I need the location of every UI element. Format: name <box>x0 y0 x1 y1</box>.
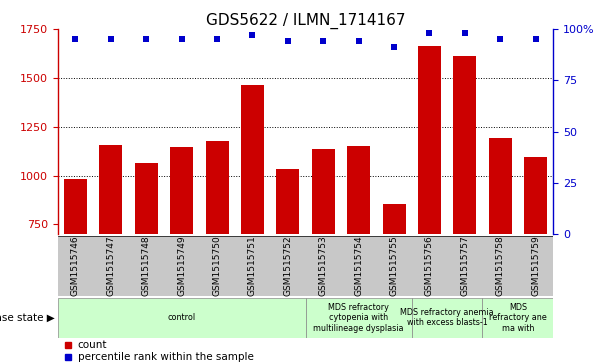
Text: GSM1515753: GSM1515753 <box>319 236 328 296</box>
Bar <box>347 146 370 234</box>
Text: GSM1515748: GSM1515748 <box>142 236 151 296</box>
Bar <box>341 236 376 296</box>
Bar <box>312 149 335 234</box>
Bar <box>99 145 122 234</box>
Text: GSM1515749: GSM1515749 <box>177 236 186 296</box>
Bar <box>305 298 412 338</box>
Text: control: control <box>168 313 196 322</box>
Text: GSM1515754: GSM1515754 <box>354 236 363 296</box>
Title: GDS5622 / ILMN_1714167: GDS5622 / ILMN_1714167 <box>206 13 406 29</box>
Bar <box>241 85 264 234</box>
Text: GSM1515756: GSM1515756 <box>425 236 434 296</box>
Bar <box>128 236 164 296</box>
Point <box>531 36 541 42</box>
Point <box>283 38 292 44</box>
Bar <box>305 236 341 296</box>
Bar <box>164 236 199 296</box>
Text: GSM1515752: GSM1515752 <box>283 236 292 296</box>
Bar <box>170 147 193 234</box>
Text: MDS refractory
cytopenia with
multilineage dysplasia: MDS refractory cytopenia with multilinea… <box>313 303 404 333</box>
Text: GSM1515759: GSM1515759 <box>531 236 540 296</box>
Bar <box>276 169 299 234</box>
Point <box>389 45 399 50</box>
Text: percentile rank within the sample: percentile rank within the sample <box>78 352 254 362</box>
Text: count: count <box>78 340 107 350</box>
Text: GSM1515755: GSM1515755 <box>390 236 398 296</box>
Point <box>424 30 434 36</box>
Point <box>496 36 505 42</box>
Text: GSM1515747: GSM1515747 <box>106 236 116 296</box>
Bar <box>418 46 441 234</box>
Point <box>319 38 328 44</box>
Bar <box>58 236 93 296</box>
Bar <box>270 236 305 296</box>
Bar <box>376 236 412 296</box>
Point <box>460 30 469 36</box>
Bar <box>454 56 476 234</box>
Bar <box>58 298 305 338</box>
Bar <box>199 236 235 296</box>
Bar <box>382 204 406 234</box>
Bar <box>235 236 270 296</box>
Bar <box>518 236 553 296</box>
Bar <box>447 236 483 296</box>
Text: GSM1515751: GSM1515751 <box>248 236 257 296</box>
Bar <box>206 141 229 234</box>
Bar <box>489 138 512 234</box>
Bar <box>524 157 547 234</box>
Text: GSM1515750: GSM1515750 <box>213 236 221 296</box>
Bar <box>412 236 447 296</box>
Point <box>212 36 222 42</box>
Text: GSM1515758: GSM1515758 <box>496 236 505 296</box>
Text: MDS refractory anemia
with excess blasts-1: MDS refractory anemia with excess blasts… <box>400 308 494 327</box>
Point <box>106 36 116 42</box>
Point <box>142 36 151 42</box>
Text: disease state ▶: disease state ▶ <box>0 313 55 323</box>
Point <box>247 32 257 38</box>
Bar <box>483 298 553 338</box>
Text: GSM1515757: GSM1515757 <box>460 236 469 296</box>
Text: GSM1515746: GSM1515746 <box>71 236 80 296</box>
Bar <box>93 236 128 296</box>
Bar <box>135 163 157 234</box>
Point <box>71 36 80 42</box>
Point <box>177 36 187 42</box>
Text: MDS
refractory ane
ma with: MDS refractory ane ma with <box>489 303 547 333</box>
Point <box>354 38 364 44</box>
Bar <box>64 179 87 234</box>
Bar <box>412 298 483 338</box>
Bar <box>483 236 518 296</box>
